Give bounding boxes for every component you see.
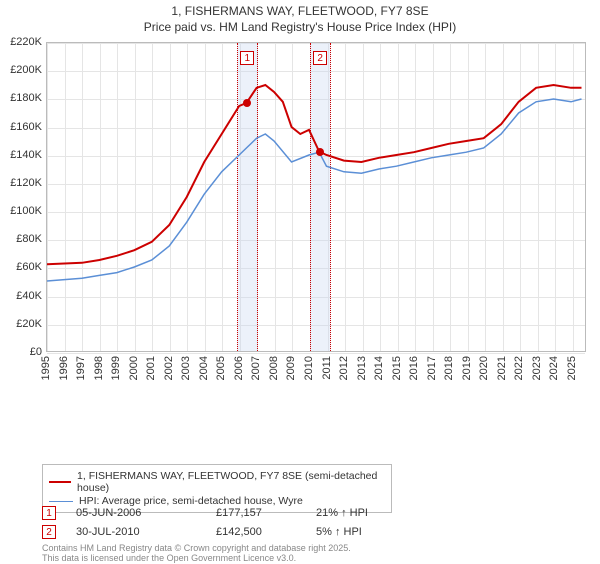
sale-price: £142,500 [216, 526, 296, 538]
x-axis-label: 2020 [478, 356, 490, 380]
legend-swatch [49, 501, 73, 502]
sale-price: £177,157 [216, 507, 296, 519]
x-axis-label: 1999 [110, 356, 122, 380]
x-axis-label: 2007 [250, 356, 262, 380]
x-axis-label: 2010 [303, 356, 315, 380]
sale-date: 30-JUL-2010 [76, 526, 196, 538]
chart-title: 1, FISHERMANS WAY, FLEETWOOD, FY7 8SE Pr… [0, 0, 600, 35]
plot-area: 12 [46, 42, 586, 352]
x-axis-label: 2004 [198, 356, 210, 380]
legend-label: 1, FISHERMANS WAY, FLEETWOOD, FY7 8SE (s… [77, 470, 385, 494]
x-axis-label: 2014 [373, 356, 385, 380]
x-axis-label: 2009 [285, 356, 297, 380]
x-axis-label: 2016 [408, 356, 420, 380]
x-axis-label: 1995 [40, 356, 52, 380]
chart: 12 £0 £20K £40K £60K £80K £100K £120K £140K £160… [0, 38, 600, 386]
footnote-line1: Contains HM Land Registry data © Crown c… [42, 543, 351, 553]
y-axis-label: £120K [2, 177, 42, 189]
footnote: Contains HM Land Registry data © Crown c… [42, 544, 351, 564]
sale-dot [316, 148, 324, 156]
x-axis-label: 2023 [531, 356, 543, 380]
x-axis-label: 2019 [461, 356, 473, 380]
x-axis-label: 2015 [391, 356, 403, 380]
title-line2: Price paid vs. HM Land Registry's House … [0, 20, 600, 36]
y-axis-label: £180K [2, 92, 42, 104]
x-axis-label: 2008 [268, 356, 280, 380]
y-axis-label: £160K [2, 121, 42, 133]
sale-date: 05-JUN-2006 [76, 507, 196, 519]
x-axis-label: 2006 [233, 356, 245, 380]
sale-delta: 5% ↑ HPI [316, 526, 416, 538]
x-axis-label: 1997 [75, 356, 87, 380]
x-axis-label: 2003 [180, 356, 192, 380]
x-axis-label: 2011 [321, 356, 333, 380]
x-axis-label: 2018 [443, 356, 455, 380]
legend-row: 1, FISHERMANS WAY, FLEETWOOD, FY7 8SE (s… [49, 470, 385, 494]
y-axis-label: £80K [2, 233, 42, 245]
series-line [47, 99, 582, 281]
x-axis-label: 2024 [548, 356, 560, 380]
x-axis-label: 2005 [215, 356, 227, 380]
sale-delta: 21% ↑ HPI [316, 507, 416, 519]
y-axis-label: £20K [2, 318, 42, 330]
legend-swatch [49, 481, 71, 483]
sale-row: 1 05-JUN-2006 £177,157 21% ↑ HPI [42, 506, 562, 520]
x-axis-label: 2013 [356, 356, 368, 380]
y-axis-label: £220K [2, 36, 42, 48]
sale-dot [243, 99, 251, 107]
y-axis-label: £100K [2, 205, 42, 217]
x-axis-label: 2017 [426, 356, 438, 380]
y-axis-label: £40K [2, 290, 42, 302]
x-axis-label: 2002 [163, 356, 175, 380]
x-axis-label: 2022 [513, 356, 525, 380]
x-axis-label: 2001 [145, 356, 157, 380]
x-axis-label: 1998 [93, 356, 105, 380]
sale-marker: 1 [42, 506, 56, 520]
sale-marker: 2 [42, 525, 56, 539]
x-axis-label: 2012 [338, 356, 350, 380]
x-axis-label: 2021 [496, 356, 508, 380]
sale-row: 2 30-JUL-2010 £142,500 5% ↑ HPI [42, 525, 562, 539]
footnote-line2: This data is licensed under the Open Gov… [42, 553, 296, 563]
series-line [47, 85, 582, 264]
x-axis-label: 1996 [58, 356, 70, 380]
y-axis-label: £200K [2, 64, 42, 76]
y-axis-label: £0 [2, 346, 42, 358]
x-axis-label: 2025 [566, 356, 578, 380]
title-line1: 1, FISHERMANS WAY, FLEETWOOD, FY7 8SE [0, 4, 600, 20]
x-axis-label: 2000 [128, 356, 140, 380]
y-axis-label: £60K [2, 261, 42, 273]
y-axis-label: £140K [2, 149, 42, 161]
